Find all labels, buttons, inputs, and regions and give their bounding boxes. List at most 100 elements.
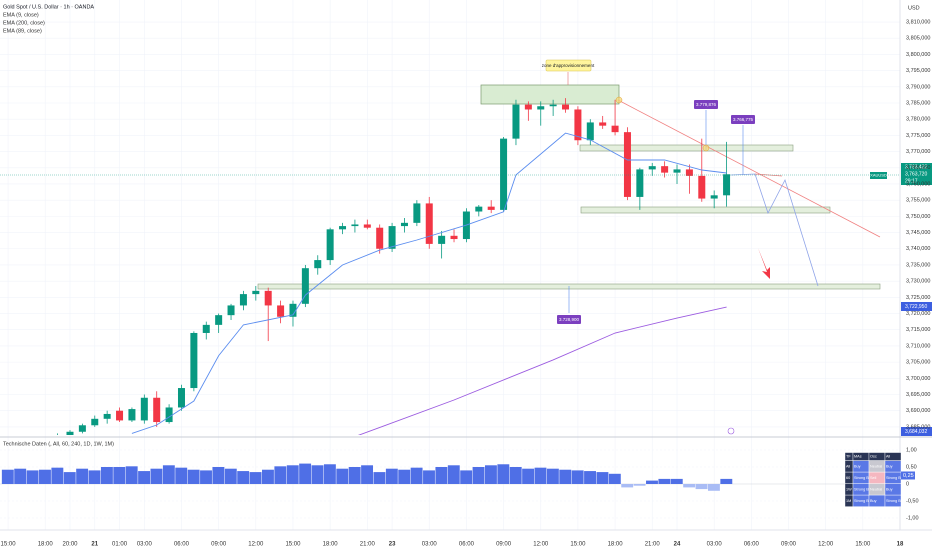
candle-body	[425, 203, 433, 244]
indicator-bar	[336, 468, 349, 484]
indicator-bar	[323, 464, 336, 484]
indicator-tag-text: 0,25	[903, 473, 914, 479]
candle-body	[165, 407, 173, 423]
indicator-bar	[633, 483, 646, 486]
indicator-bars	[0, 449, 900, 519]
table-text: Strong Buy	[854, 476, 873, 480]
candle-body	[351, 224, 359, 227]
table-text: Strong Buy	[886, 499, 905, 503]
indicator-bar	[596, 472, 609, 484]
candle-body	[78, 425, 86, 432]
indicator-tick-label: 1,00	[906, 447, 917, 453]
x-tick-label: 09:00	[781, 542, 797, 548]
indicator-bar	[646, 480, 658, 484]
candle-body	[103, 413, 111, 419]
candle-body	[400, 222, 408, 227]
x-tick-label: 06:00	[744, 542, 760, 548]
x-tick-label: 06:00	[174, 542, 190, 548]
x-tick-label: 12:00	[533, 542, 549, 548]
candle-body	[153, 397, 161, 423]
candle-body	[339, 226, 347, 230]
y-tick-label: 3,755,000	[906, 198, 930, 204]
candle-body	[599, 122, 607, 126]
candle-body	[277, 305, 285, 317]
table-text: All	[886, 455, 890, 459]
ema-line	[131, 132, 727, 434]
indicator-bar	[311, 465, 324, 484]
candle-body	[301, 268, 309, 304]
candle-body	[524, 104, 532, 110]
x-tick-label: 01:00	[112, 542, 128, 548]
candle-body	[264, 290, 272, 306]
y-tick-label: 3,790,000	[906, 84, 930, 90]
y-tick-label: 3,800,000	[906, 52, 930, 58]
price-tag-text: 3,763,720	[905, 171, 927, 177]
candle-body	[562, 104, 570, 110]
legend-entry: EMA (200, close)	[3, 20, 45, 26]
candle-body	[314, 260, 322, 269]
x-tick-label: 12:00	[248, 542, 264, 548]
candle-body	[376, 227, 384, 249]
y-tick-label: 3,690,000	[906, 408, 930, 414]
indicator-bar	[385, 468, 398, 484]
indicator-bar	[150, 468, 163, 484]
candle-body	[239, 294, 247, 306]
table-text: Neutral	[870, 487, 882, 491]
table-text: Buy	[854, 464, 861, 468]
candle-body	[128, 409, 136, 421]
x-tick-label: 09:00	[211, 542, 227, 548]
y-tick-label: 3,700,000	[906, 376, 930, 382]
indicator-bar	[509, 466, 522, 484]
table-text: Buy	[886, 487, 893, 491]
candle-body	[475, 206, 483, 212]
y-tick-label: 3,695,000	[906, 392, 930, 398]
candle-body	[252, 290, 260, 295]
y-tick-label: 3,740,000	[906, 246, 930, 252]
indicator-tick-label: 0,50	[906, 464, 917, 470]
indicator-bar	[249, 472, 262, 484]
symbol-title: Gold Spot / U.S. Dollar · 1h · OANDA	[3, 4, 94, 10]
candle-body	[512, 104, 520, 139]
indicator-bar	[683, 483, 696, 488]
indicator-bar	[410, 467, 423, 484]
x-tick-label: 15:00	[570, 542, 586, 548]
candle-body	[661, 166, 669, 173]
candle-body	[177, 388, 185, 408]
indicator-bar	[51, 467, 64, 484]
symbol-tag-text: XAUUSD	[870, 173, 887, 178]
indicator-bar	[423, 470, 435, 484]
candle-body	[500, 138, 508, 210]
y-tick-label: 3,725,000	[906, 295, 930, 301]
indicator-bar	[707, 483, 720, 491]
indicator-bar	[200, 470, 212, 484]
y-tick-label: 3,785,000	[906, 100, 930, 106]
x-tick-label: 03:00	[707, 542, 723, 548]
indicator-bar	[695, 483, 708, 490]
y-tick-label: 3,745,000	[906, 230, 930, 236]
x-tick-label: 15:00	[1, 542, 17, 548]
candle-body	[66, 431, 74, 435]
candle-body	[215, 315, 223, 325]
candle-body	[623, 132, 631, 197]
y-tick-label: 3,730,000	[906, 279, 930, 285]
label-box	[557, 315, 581, 324]
indicator-bar	[88, 470, 101, 484]
x-tick-label: 12:00	[818, 542, 834, 548]
candle-body	[487, 206, 495, 210]
table-text: Strong Buy	[886, 476, 905, 480]
zone-box	[580, 206, 831, 214]
indicator-bar	[472, 466, 485, 484]
indicator-bar	[534, 467, 547, 484]
candle-body	[586, 122, 594, 141]
zone-label: zone d'approvisionnement	[542, 63, 595, 68]
x-tick-label: 09:00	[496, 542, 512, 548]
candle-body	[636, 169, 644, 197]
candle-body	[116, 410, 124, 421]
x-tick-label: 15:00	[285, 542, 301, 548]
price-tag-text: 3,763,432	[905, 164, 927, 170]
candle-body	[202, 324, 210, 333]
table-cell	[884, 494, 902, 507]
y-tick-label: 3,705,000	[906, 360, 930, 366]
y-tick-label: 3,805,000	[906, 36, 930, 42]
trend-line	[617, 99, 881, 238]
